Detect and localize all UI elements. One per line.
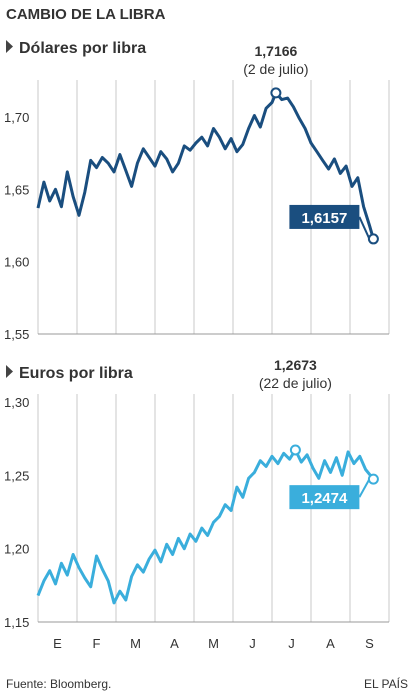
month-tick-label: J xyxy=(288,636,295,651)
eur-panel-title: Euros por libra xyxy=(19,365,133,382)
usd-ytick-label: 1,65 xyxy=(4,182,29,197)
eur-panel: Euros por libra 1,15 1,20 1,25 1,30 1,2673 (… xyxy=(4,357,390,630)
eur-series xyxy=(36,448,375,605)
usd-callout-box xyxy=(289,204,360,229)
usd-callout-leader xyxy=(358,216,371,240)
eur-ytick-label: 1,20 xyxy=(4,542,29,557)
eur-y-axis: 1,15 1,20 1,25 1,30 xyxy=(4,395,29,630)
usd-max-marker xyxy=(270,87,282,99)
usd-panel-title: Dólares por libra xyxy=(19,40,146,57)
eur-last-marker xyxy=(367,473,379,485)
month-tick-label: A xyxy=(326,636,335,651)
chart-title: CAMBIO DE LA LIBRA xyxy=(6,6,166,23)
usd-max-date: (2 de julio) xyxy=(243,61,308,77)
eur-ytick-label: 1,15 xyxy=(4,615,29,630)
usd-series xyxy=(36,91,375,240)
month-tick-label: A xyxy=(170,636,179,651)
month-tick-label: J xyxy=(249,636,256,651)
eur-last-label: 1,2474 xyxy=(301,490,348,507)
eur-max-date: (22 de julio) xyxy=(259,375,332,391)
usd-annotations: 1,7166 (2 de julio) 1,6157 xyxy=(243,43,379,245)
usd-bullet-icon xyxy=(6,40,13,53)
brand-logo: EL PAÍS xyxy=(364,676,408,691)
usd-last-label: 1,6157 xyxy=(301,210,347,227)
eur-max-marker xyxy=(289,444,301,456)
eur-bullet-icon xyxy=(6,365,13,378)
eur-callout-leader xyxy=(358,478,371,498)
usd-panel: Dólares por libra 1,55 1,60 1,65 1,70 1,716… xyxy=(4,40,390,342)
month-tick-label: F xyxy=(93,636,101,651)
usd-ytick-label: 1,70 xyxy=(4,110,29,125)
month-tick-label: S xyxy=(365,636,374,651)
month-tick-label: E xyxy=(53,636,62,651)
usd-series-line xyxy=(36,91,375,240)
usd-max-label: 1,7166 xyxy=(254,43,297,59)
month-tick-label: M xyxy=(130,636,141,651)
usd-ytick-label: 1,60 xyxy=(4,255,29,270)
source-note: Fuente: Bloomberg. xyxy=(6,677,111,691)
usd-y-axis: 1,55 1,60 1,65 1,70 xyxy=(4,110,29,342)
eur-annotations: 1,2673 (22 de julio) 1,2474 xyxy=(259,357,379,510)
eur-max-label: 1,2673 xyxy=(274,357,317,373)
eur-ytick-label: 1,25 xyxy=(4,468,29,483)
eur-callout-box xyxy=(289,485,360,510)
eur-series-line xyxy=(36,448,375,605)
month-tick-label: M xyxy=(208,636,219,651)
usd-last-marker xyxy=(367,233,379,245)
usd-ytick-label: 1,55 xyxy=(4,327,29,342)
eur-ytick-label: 1,30 xyxy=(4,395,29,410)
